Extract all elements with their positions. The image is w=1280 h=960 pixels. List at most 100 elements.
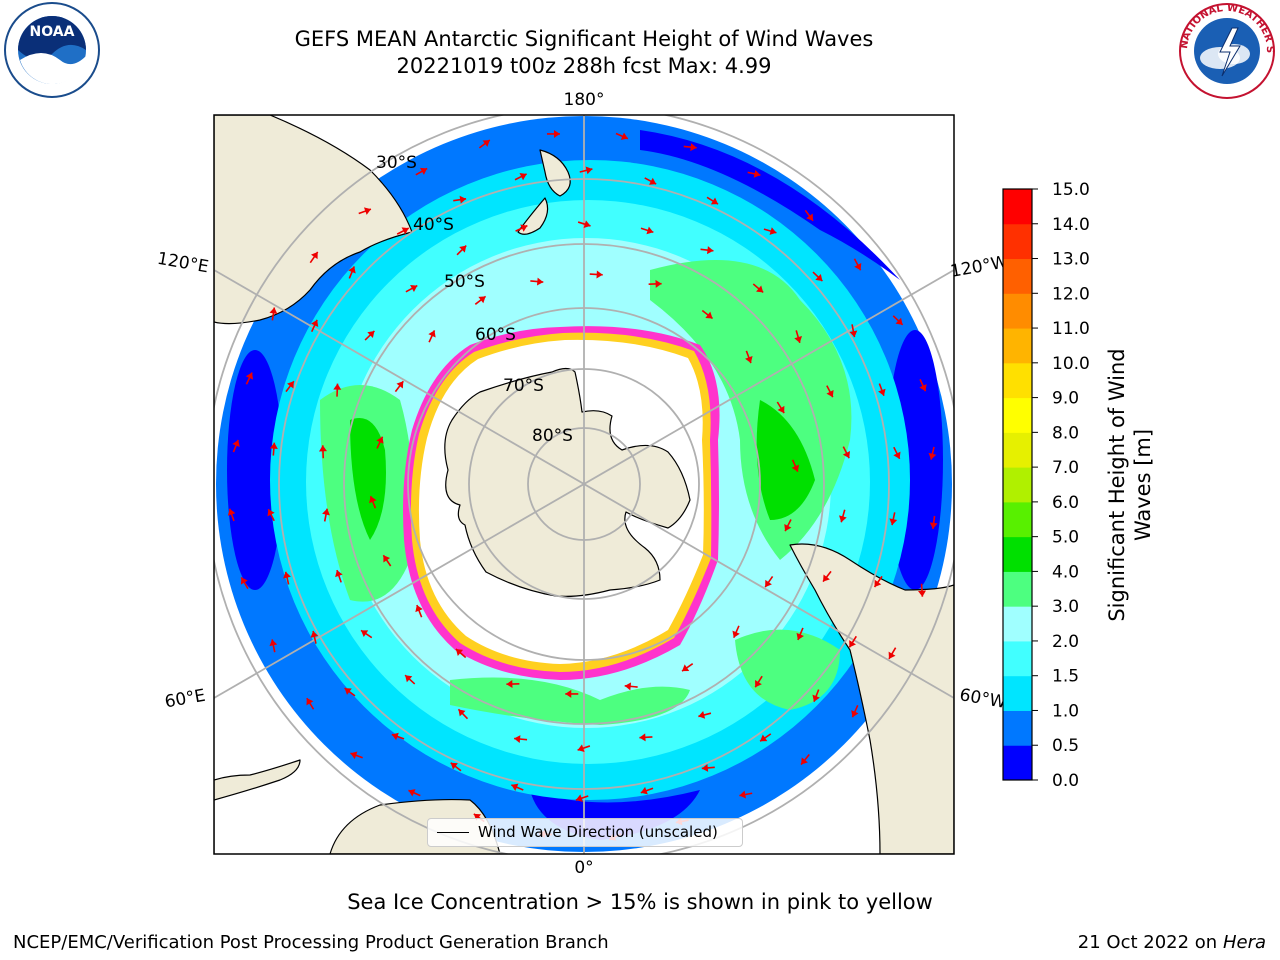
colorbar-band [1003,536,1032,572]
lat-label-50s: 50°S [444,272,485,292]
wind-wave-arrow-head [269,442,278,449]
wind-wave-arrow-head [753,169,761,178]
wind-wave-arrow-head [895,317,903,325]
wind-wave-arrow-head [367,330,375,339]
wind-wave-arrow-head [739,790,747,799]
wind-wave-arrow-head [755,680,762,688]
wind-wave-arrow-head [240,577,248,585]
colorbar-tick-label: 13.0 [1052,250,1090,270]
wind-wave-arrow-head [878,388,886,396]
wind-wave-arrow-head [690,143,697,152]
wind-wave-arrow-head [310,251,318,260]
wind-wave-arrow-head [583,220,591,228]
lat-label-80s: 80°S [532,426,573,446]
colorbar-tick-label: 8.0 [1052,423,1079,443]
colorbar-tick-label: 10.0 [1052,354,1090,374]
wind-wave-arrow-head [646,226,654,235]
wind-wave-arrow-head [849,330,858,338]
wind-wave-arrow-head [391,732,399,741]
wind-wave-arrow-head [624,682,632,691]
wind-wave-arrow-head [565,689,572,698]
wind-wave-arrow-head [310,319,319,328]
wind-wave-arrow-head [745,356,753,364]
wind-wave-arrow-head [854,263,862,271]
lat-label-70s: 70°S [503,376,544,396]
wind-wave-arrow-head [455,649,464,656]
wind-wave-arrow-head [794,335,802,343]
wind-wave-arrow-head [760,734,768,742]
wind-wave-arrow-head [639,733,646,742]
colorbar-tick-label: 2.0 [1052,632,1079,652]
wind-wave-arrow-head [350,751,358,760]
antarctica [444,367,691,597]
colorbar-title: Significant Height of Wind Waves [m] [1104,348,1156,621]
wind-wave-arrow-head [415,605,423,613]
colorbar-band [1003,223,1032,260]
wind-wave-arrow-head [826,390,834,398]
wind-wave-arrow-head [514,735,521,744]
lon-label-120e: 120°E [156,249,210,278]
colorbar-band [1003,432,1032,468]
colorbar-tick-label: 14.0 [1052,215,1090,235]
wind-wave-arrow-head [287,381,294,389]
wind-wave-arrow-head [889,518,898,526]
wind-wave-arrow-head [640,786,648,795]
wind-wave-arrow-head [283,571,291,579]
colorbar: 0.0 0.5 1.0 1.5 2.0 3.0 4.0 5.0 6.0 7.0 8.0 9.0 10.0… [1002,180,1090,791]
colorbar-tick-label: 0.0 [1052,771,1079,791]
wind-wave-arrow-head [928,452,937,460]
wind-wave-arrow-head [361,630,369,638]
noaa-logo: NOAA [4,2,100,98]
wind-wave-arrow-head [450,762,458,770]
colorbar-band [1003,640,1032,677]
wave-patch-low-west [227,350,283,590]
wind-wave-arrow-head [344,688,352,695]
wind-wave-arrow-head [577,744,585,752]
lon-label-60w: 60°W [958,685,1008,713]
wind-wave-arrow-head [585,166,593,175]
wind-wave-arrow-head [698,711,706,719]
colorbar-band [1003,258,1032,294]
colorbar-band [1003,571,1032,607]
wind-wave-arrow-head [419,167,428,175]
footer-date-text: 21 Oct 2022 on [1077,932,1223,953]
wave-patch-4-5-west [350,418,386,540]
wind-wave-arrow-head [482,140,490,147]
wind-wave-arrow-head [401,227,409,235]
colorbar-tick-label: 6.0 [1052,493,1079,513]
wind-wave-arrow-head [410,284,418,292]
footer-credit: NCEP/EMC/Verification Post Processing Pr… [13,932,609,953]
colorbar-tick-label: 12.0 [1052,284,1090,304]
wind-wave-arrow-head [815,274,823,282]
wind-wave-arrow-head [232,439,240,448]
wind-wave-arrow-head [428,330,436,338]
wind-wave-arrow-head [506,680,513,689]
wind-wave-arrow-head [777,405,785,414]
wave-patch-3-4-se [735,629,840,710]
wind-wave-arrow-head [348,266,356,274]
meridian-60E-120W [214,269,954,699]
colorbar-band [1003,467,1032,503]
wind-wave-arrow-head [874,579,882,587]
colorbar-title-line1: Significant Height of Wind [1105,348,1129,622]
wave-patch-low-ne [640,130,900,280]
colorbar-band [1003,189,1032,225]
figure-subtitle: 20221019 t00z 288h fcst Max: 4.99 [396,54,772,78]
wave-patch-4-5-east [756,400,815,520]
wind-wave-arrow-head [682,664,690,672]
lon-label-0: 0° [574,858,593,878]
wind-wave-arrow-head [459,195,467,204]
map-frame [213,114,955,855]
wind-wave-arrow-head [310,630,319,638]
wind-wave-arrow-head [575,794,583,802]
wind-wave-arrow-head [842,451,851,459]
lat-label-40s: 40°S [413,215,454,235]
wind-wave-arrow-head [408,789,416,797]
colorbar-band [1003,328,1032,364]
wind-wave-arrow-head [823,574,830,582]
wind-wave-arrow-head [511,783,519,791]
colorbar-tick-label: 3.0 [1052,597,1079,617]
wind-wave-arrow-head [269,307,278,315]
lat-label-30s: 30°S [376,153,417,173]
wind-wave-arrow-head [707,246,714,255]
